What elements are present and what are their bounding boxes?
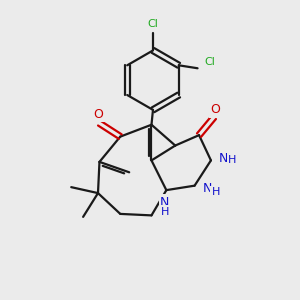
- Text: H: H: [212, 187, 220, 197]
- Text: H: H: [228, 155, 236, 165]
- Text: O: O: [211, 103, 220, 116]
- Text: O: O: [93, 108, 103, 121]
- Text: Cl: Cl: [204, 57, 215, 67]
- Text: N: N: [219, 152, 228, 164]
- Text: Cl: Cl: [148, 19, 158, 29]
- Text: H: H: [161, 206, 169, 217]
- Text: N: N: [202, 182, 212, 195]
- Text: N: N: [160, 196, 170, 209]
